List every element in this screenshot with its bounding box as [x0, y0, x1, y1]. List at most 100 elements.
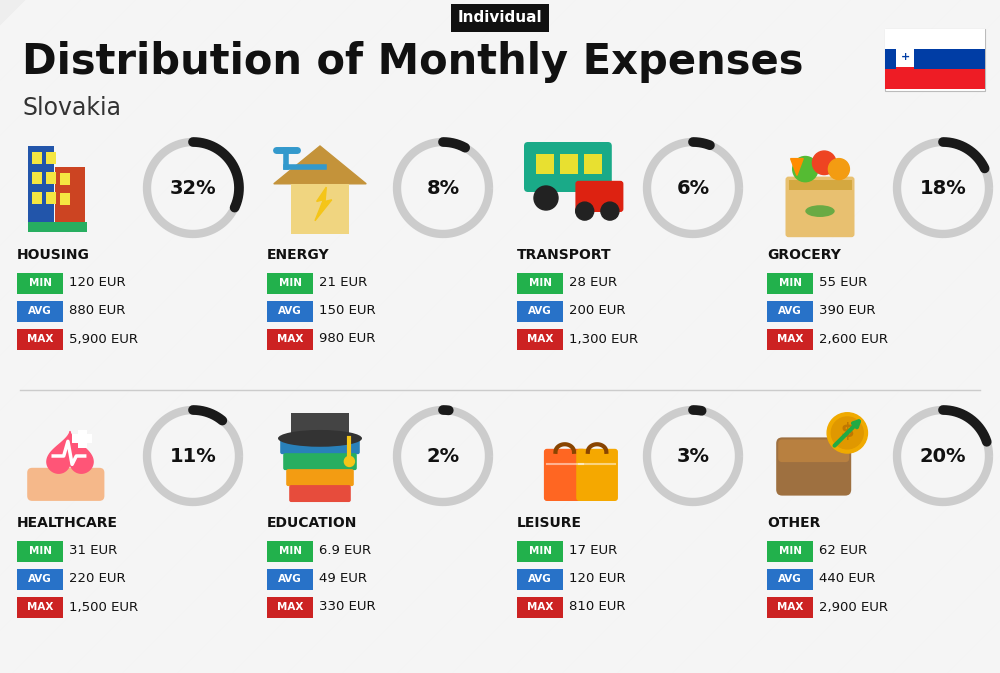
Bar — [17, 329, 63, 350]
Text: AVG: AVG — [278, 306, 302, 316]
Text: 5,900 EUR: 5,900 EUR — [69, 332, 138, 345]
Bar — [267, 569, 313, 590]
Bar — [885, 29, 985, 91]
Text: AVG: AVG — [778, 306, 802, 316]
Bar — [32, 152, 42, 164]
Bar — [584, 154, 602, 174]
FancyBboxPatch shape — [776, 437, 851, 495]
Bar — [767, 569, 813, 590]
FancyBboxPatch shape — [544, 449, 586, 501]
Text: GROCERY: GROCERY — [767, 248, 841, 262]
Bar — [60, 193, 70, 205]
Ellipse shape — [805, 205, 835, 217]
Bar — [560, 154, 578, 174]
Bar — [885, 29, 985, 49]
Text: MIN: MIN — [28, 278, 52, 288]
Bar — [896, 45, 914, 67]
Bar — [788, 180, 852, 190]
Text: AVG: AVG — [28, 574, 52, 584]
Bar — [267, 301, 313, 322]
Text: 55 EUR: 55 EUR — [819, 277, 867, 289]
Bar — [32, 172, 42, 184]
FancyBboxPatch shape — [27, 468, 104, 501]
Text: 31 EUR: 31 EUR — [69, 544, 117, 557]
Text: $: $ — [840, 422, 854, 441]
Text: 18%: 18% — [920, 178, 966, 197]
FancyBboxPatch shape — [289, 485, 351, 502]
Bar — [517, 597, 563, 618]
Bar — [17, 569, 63, 590]
Text: 2,600 EUR: 2,600 EUR — [819, 332, 888, 345]
Circle shape — [793, 157, 818, 182]
Text: 62 EUR: 62 EUR — [819, 544, 867, 557]
Text: 120 EUR: 120 EUR — [69, 277, 126, 289]
Polygon shape — [47, 431, 93, 473]
Text: 11%: 11% — [170, 446, 216, 466]
Bar — [32, 192, 42, 204]
Text: EDUCATION: EDUCATION — [267, 516, 357, 530]
Text: 880 EUR: 880 EUR — [69, 304, 125, 318]
Text: 440 EUR: 440 EUR — [819, 573, 875, 586]
Bar — [291, 413, 349, 438]
Text: AVG: AVG — [28, 306, 52, 316]
Circle shape — [583, 186, 607, 210]
Ellipse shape — [278, 430, 362, 447]
Polygon shape — [791, 159, 803, 176]
Polygon shape — [315, 187, 332, 221]
Text: 980 EUR: 980 EUR — [319, 332, 375, 345]
FancyBboxPatch shape — [786, 176, 854, 237]
Text: 21 EUR: 21 EUR — [319, 277, 367, 289]
Bar — [17, 541, 63, 562]
Text: 2,900 EUR: 2,900 EUR — [819, 600, 888, 614]
Bar — [267, 273, 313, 294]
Bar — [896, 67, 914, 75]
Text: OTHER: OTHER — [767, 516, 820, 530]
Text: MAX: MAX — [527, 334, 553, 344]
Text: MIN: MIN — [528, 278, 552, 288]
Bar — [17, 273, 63, 294]
Text: MIN: MIN — [528, 546, 552, 556]
FancyBboxPatch shape — [524, 142, 612, 192]
Text: 49 EUR: 49 EUR — [319, 573, 367, 586]
Text: MAX: MAX — [277, 334, 303, 344]
FancyBboxPatch shape — [778, 439, 849, 462]
Text: 6.9 EUR: 6.9 EUR — [319, 544, 371, 557]
Bar — [55, 167, 85, 230]
Text: 150 EUR: 150 EUR — [319, 304, 376, 318]
Text: Distribution of Monthly Expenses: Distribution of Monthly Expenses — [22, 41, 804, 83]
Text: 120 EUR: 120 EUR — [569, 573, 626, 586]
Text: TRANSPORT: TRANSPORT — [517, 248, 612, 262]
Bar — [60, 173, 70, 185]
Bar — [28, 222, 87, 232]
Text: ENERGY: ENERGY — [267, 248, 330, 262]
FancyBboxPatch shape — [576, 449, 618, 501]
Text: MAX: MAX — [27, 602, 53, 612]
Bar — [267, 541, 313, 562]
Circle shape — [601, 202, 619, 220]
Bar — [517, 301, 563, 322]
Text: LEISURE: LEISURE — [517, 516, 582, 530]
Circle shape — [344, 456, 354, 466]
Text: MIN: MIN — [778, 278, 802, 288]
Text: 17 EUR: 17 EUR — [569, 544, 617, 557]
Bar — [536, 154, 554, 174]
Text: MAX: MAX — [777, 334, 803, 344]
Bar — [517, 273, 563, 294]
Text: MAX: MAX — [277, 602, 303, 612]
Text: MAX: MAX — [777, 602, 803, 612]
Text: 220 EUR: 220 EUR — [69, 573, 126, 586]
Bar — [78, 430, 87, 448]
Text: MAX: MAX — [527, 602, 553, 612]
Text: MIN: MIN — [28, 546, 52, 556]
Text: AVG: AVG — [528, 306, 552, 316]
Text: MIN: MIN — [778, 546, 802, 556]
FancyBboxPatch shape — [283, 453, 357, 470]
Text: 1,300 EUR: 1,300 EUR — [569, 332, 638, 345]
Text: +: + — [900, 52, 910, 62]
Bar — [767, 597, 813, 618]
Bar — [17, 301, 63, 322]
Text: Individual: Individual — [458, 11, 542, 26]
Circle shape — [828, 159, 849, 180]
Bar — [767, 541, 813, 562]
Text: MAX: MAX — [27, 334, 53, 344]
